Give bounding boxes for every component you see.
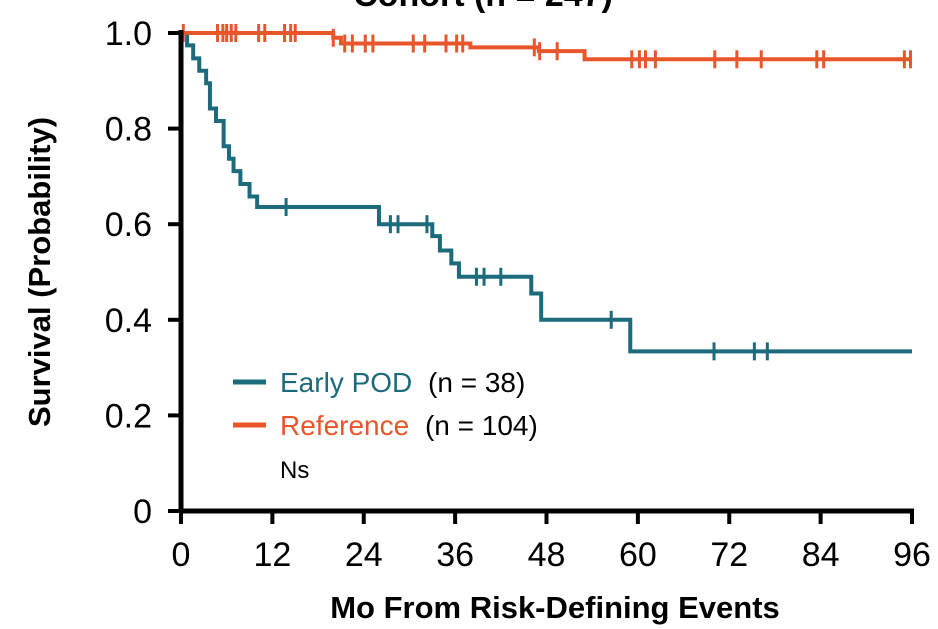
legend: Early POD (n = 38) Reference (n = 104) N… [233, 367, 538, 484]
legend-label-reference: Reference [280, 410, 409, 441]
y-tick-label: 0.8 [105, 111, 152, 149]
legend-item-early-pod: Early POD (n = 38) [233, 367, 525, 398]
x-axis-title: Mo From Risk-Defining Events [330, 590, 780, 625]
x-tick-label: 84 [802, 536, 840, 574]
x-tick-label: 12 [253, 536, 291, 574]
censor-layer [183, 24, 910, 360]
x-tick-label: 60 [619, 536, 657, 574]
y-ticks: 0 0.2 0.4 0.6 0.8 1.0 [105, 15, 181, 531]
svg-text:Early POD (n = 38): Early POD (n = 38) [280, 367, 525, 398]
legend-count-reference: (n = 104) [425, 410, 538, 441]
x-tick-label: 72 [710, 536, 748, 574]
y-tick-label: 1.0 [105, 15, 152, 53]
svg-text:Reference (n = 104): Reference (n = 104) [280, 410, 538, 441]
legend-label-early-pod: Early POD [280, 367, 412, 398]
series-layer [181, 33, 912, 351]
x-tick-label: 36 [436, 536, 474, 574]
legend-count-early-pod: (n = 38) [428, 367, 525, 398]
y-tick-label: 0 [133, 493, 152, 531]
series-line-early-pod [181, 33, 912, 351]
significance-note: Ns [280, 457, 309, 484]
x-tick-label: 96 [893, 536, 931, 574]
y-axis-title: Survival (Probability) [22, 117, 57, 427]
legend-item-reference: Reference (n = 104) [233, 410, 538, 441]
y-tick-label: 0.2 [105, 397, 152, 435]
y-tick-label: 0.4 [105, 302, 152, 340]
x-tick-label: 0 [172, 536, 191, 574]
y-tick-label: 0.6 [105, 206, 152, 244]
chart-title: Cohort (n = 247) [353, 0, 613, 14]
x-tick-label: 48 [528, 536, 566, 574]
x-ticks: 0 12 24 36 48 60 72 84 96 [172, 511, 931, 574]
x-tick-label: 24 [345, 536, 383, 574]
